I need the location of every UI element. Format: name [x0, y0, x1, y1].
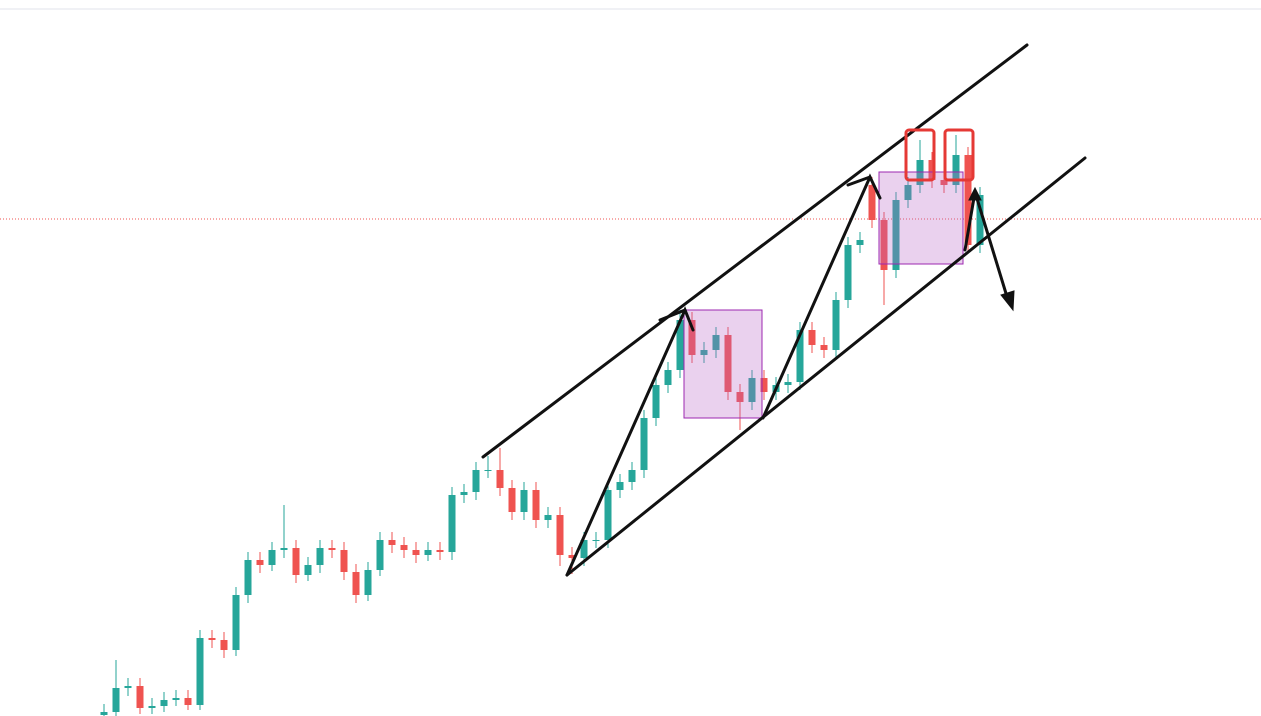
candle-body	[640, 418, 648, 470]
candle-body	[244, 560, 252, 595]
candle-body	[544, 515, 552, 520]
arrow-path	[963, 191, 1010, 302]
candle-body	[268, 550, 276, 565]
candle-body	[820, 345, 828, 350]
candle-body	[172, 698, 180, 700]
candle-body	[688, 320, 696, 355]
candle-body	[868, 185, 876, 220]
candle-body	[856, 240, 864, 245]
candle-body	[184, 698, 192, 705]
candle-body	[784, 382, 792, 385]
candle-body	[148, 706, 156, 708]
arrow-head	[1000, 290, 1015, 312]
candle-body	[328, 548, 336, 550]
candle-body	[808, 330, 816, 345]
candle-body	[880, 220, 888, 270]
candle-body	[100, 712, 108, 715]
candle-body	[460, 492, 468, 495]
candle-body	[304, 565, 312, 575]
candle-body	[220, 640, 228, 650]
zigzag	[658, 308, 687, 322]
candle-body	[952, 155, 960, 185]
candle-body	[280, 548, 288, 550]
candle-body	[112, 688, 120, 712]
candle-body	[592, 540, 600, 541]
candle-body	[472, 470, 480, 492]
zone-box	[683, 309, 763, 419]
candle-body	[904, 185, 912, 200]
zigzag	[846, 175, 872, 187]
candle-body	[520, 490, 528, 512]
candle-body	[748, 378, 756, 402]
drawings	[481, 43, 1087, 577]
channel-lower	[565, 156, 1087, 577]
candle-body	[676, 320, 684, 370]
candle-body	[352, 572, 360, 595]
candle-body	[136, 686, 144, 708]
candle-body	[376, 540, 384, 570]
candle-body	[652, 385, 660, 418]
highlight-box	[904, 128, 936, 182]
candle-body	[424, 550, 432, 555]
candle-body	[724, 335, 732, 392]
candle-body	[616, 482, 624, 490]
zone-box	[878, 171, 964, 265]
candle-body	[760, 378, 768, 392]
candle-body	[340, 550, 348, 572]
candle-body	[208, 638, 216, 640]
highlight-box	[943, 128, 975, 182]
candle-body	[532, 490, 540, 520]
candle-body	[892, 200, 900, 270]
candle-body	[844, 245, 852, 300]
candle-body	[568, 555, 576, 558]
candle-body	[196, 638, 204, 705]
candle-body	[664, 370, 672, 385]
candle-body	[316, 548, 324, 565]
candles	[100, 135, 984, 716]
candle-body	[412, 550, 420, 555]
candle-body	[832, 300, 840, 350]
candle-body	[400, 545, 408, 550]
zigzag	[565, 306, 695, 577]
candle-body	[604, 490, 612, 540]
candle-body	[436, 550, 444, 552]
candle-body	[964, 155, 972, 245]
candle-body	[484, 470, 492, 471]
candle-body	[928, 160, 936, 180]
candle-body	[580, 540, 588, 558]
arrow-head	[968, 186, 982, 201]
channel-upper	[481, 43, 1029, 459]
candle-body	[700, 350, 708, 355]
zigzag	[761, 173, 882, 420]
candle-body	[256, 560, 264, 565]
candle-body	[124, 686, 132, 688]
candle-body	[628, 470, 636, 482]
candle-body	[940, 180, 948, 185]
candle-body	[796, 330, 804, 382]
candle-body	[448, 495, 456, 552]
candle-body	[712, 335, 720, 350]
candle-body	[292, 548, 300, 575]
candle-body	[160, 700, 168, 706]
candle-body	[556, 515, 564, 555]
candle-body	[496, 470, 504, 488]
candle-body	[508, 488, 516, 512]
candle-body	[976, 195, 984, 245]
candle-body	[364, 570, 372, 595]
candle-body	[232, 595, 240, 650]
candle-body	[388, 540, 396, 545]
candle-body	[736, 392, 744, 402]
